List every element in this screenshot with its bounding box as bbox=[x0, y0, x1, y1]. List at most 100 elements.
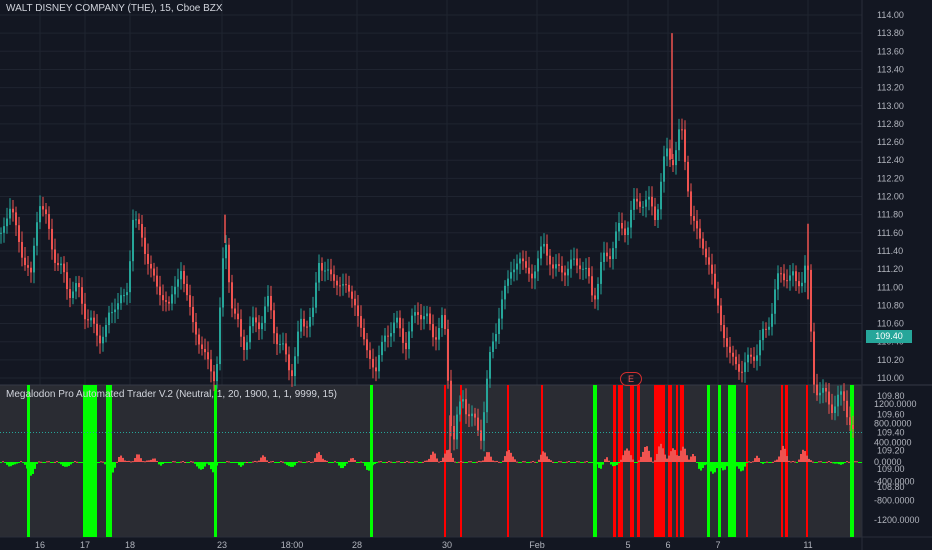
histogram-bar bbox=[380, 461, 382, 463]
histogram-bar bbox=[600, 462, 602, 469]
candle-body bbox=[450, 380, 452, 427]
histogram-bar bbox=[800, 453, 802, 462]
candle-body bbox=[636, 198, 638, 202]
candle-body bbox=[573, 258, 575, 260]
buy-signal-band bbox=[27, 385, 30, 537]
histogram-bar bbox=[512, 456, 514, 462]
time-axis-tick-label: 5 bbox=[625, 540, 630, 550]
candle-body bbox=[378, 355, 380, 372]
histogram-bar bbox=[386, 461, 388, 463]
histogram-bar bbox=[620, 459, 622, 462]
histogram-bar bbox=[156, 460, 158, 462]
histogram-bar bbox=[384, 462, 386, 463]
histogram-bar bbox=[218, 462, 220, 463]
histogram-bar bbox=[62, 462, 64, 467]
candle-body bbox=[117, 303, 119, 310]
candle-body bbox=[108, 312, 110, 326]
candle-body bbox=[768, 326, 770, 330]
histogram-bar bbox=[706, 462, 708, 465]
candle-body bbox=[60, 263, 62, 266]
histogram-bar bbox=[846, 461, 848, 463]
candle-body bbox=[654, 206, 656, 220]
candle-body bbox=[777, 273, 779, 290]
candle-body bbox=[357, 305, 359, 317]
histogram-bar bbox=[790, 461, 792, 463]
price-axis-tick-label: 112.20 bbox=[877, 173, 904, 183]
price-axis-tick-label: 110.80 bbox=[877, 300, 904, 310]
candle-body bbox=[156, 275, 158, 287]
candle-body bbox=[324, 270, 326, 272]
candle-body bbox=[27, 265, 29, 268]
histogram-bar bbox=[696, 462, 698, 463]
histogram-bar bbox=[400, 462, 402, 463]
histogram-bar bbox=[368, 462, 370, 471]
candle-body bbox=[0, 232, 2, 234]
histogram-bar bbox=[824, 462, 826, 463]
candle-body bbox=[231, 282, 233, 309]
candle-body bbox=[486, 378, 488, 413]
candle-body bbox=[504, 285, 506, 300]
histogram-bar bbox=[664, 454, 666, 462]
histogram-bar bbox=[756, 455, 758, 462]
candle-body bbox=[258, 322, 260, 330]
candle-body bbox=[300, 318, 302, 332]
candle-body bbox=[237, 313, 239, 320]
histogram-bar bbox=[214, 462, 216, 471]
histogram-bar bbox=[100, 461, 102, 463]
histogram-bar bbox=[644, 446, 646, 462]
histogram-bar bbox=[50, 462, 52, 463]
histogram-bar bbox=[564, 462, 566, 463]
histogram-bar bbox=[314, 458, 316, 462]
histogram-bar bbox=[294, 462, 296, 466]
histogram-bar bbox=[70, 462, 72, 465]
histogram-bar bbox=[522, 461, 524, 463]
histogram-bar bbox=[330, 462, 332, 463]
candle-body bbox=[294, 356, 296, 377]
histogram-bar bbox=[66, 462, 68, 467]
candle-body bbox=[228, 244, 230, 283]
histogram-bar bbox=[832, 462, 834, 464]
histogram-bar bbox=[404, 461, 406, 463]
buy-signal-band bbox=[850, 385, 854, 537]
histogram-bar bbox=[60, 462, 62, 465]
histogram-bar bbox=[272, 461, 274, 463]
price-axis-tick-label: 111.40 bbox=[877, 246, 903, 256]
candle-body bbox=[9, 208, 11, 219]
histogram-bar bbox=[366, 462, 368, 470]
candle-body bbox=[801, 282, 803, 287]
histogram-bar bbox=[360, 461, 362, 463]
candle-body bbox=[717, 288, 719, 306]
histogram-bar bbox=[442, 457, 444, 462]
histogram-bar bbox=[704, 462, 706, 466]
candle-body bbox=[393, 322, 395, 334]
candle-body bbox=[408, 331, 410, 350]
candle-body bbox=[135, 219, 137, 221]
histogram-bar bbox=[572, 462, 574, 463]
candle-body bbox=[441, 315, 443, 329]
histogram-bar bbox=[682, 446, 684, 462]
candle-body bbox=[414, 312, 416, 316]
candle-body bbox=[192, 306, 194, 323]
candle-body bbox=[627, 227, 629, 236]
histogram-bar bbox=[420, 462, 422, 463]
candle-body bbox=[519, 258, 521, 264]
histogram-bar bbox=[284, 462, 286, 464]
histogram-bar bbox=[440, 460, 442, 462]
candle-body bbox=[825, 387, 827, 392]
buy-signal-band bbox=[593, 385, 597, 537]
histogram-bar bbox=[178, 462, 180, 463]
candle-body bbox=[330, 269, 332, 275]
candle-body bbox=[684, 129, 686, 162]
histogram-bar bbox=[834, 462, 836, 464]
earnings-event-badge[interactable]: E bbox=[620, 372, 642, 386]
candle-body bbox=[399, 317, 401, 329]
candle-body bbox=[171, 294, 173, 304]
candle-body bbox=[120, 295, 122, 304]
histogram-bar bbox=[158, 462, 160, 465]
time-axis-tick-label: 30 bbox=[442, 540, 452, 550]
histogram-bar bbox=[422, 461, 424, 463]
candle-body bbox=[633, 198, 635, 210]
histogram-bar bbox=[548, 459, 550, 462]
